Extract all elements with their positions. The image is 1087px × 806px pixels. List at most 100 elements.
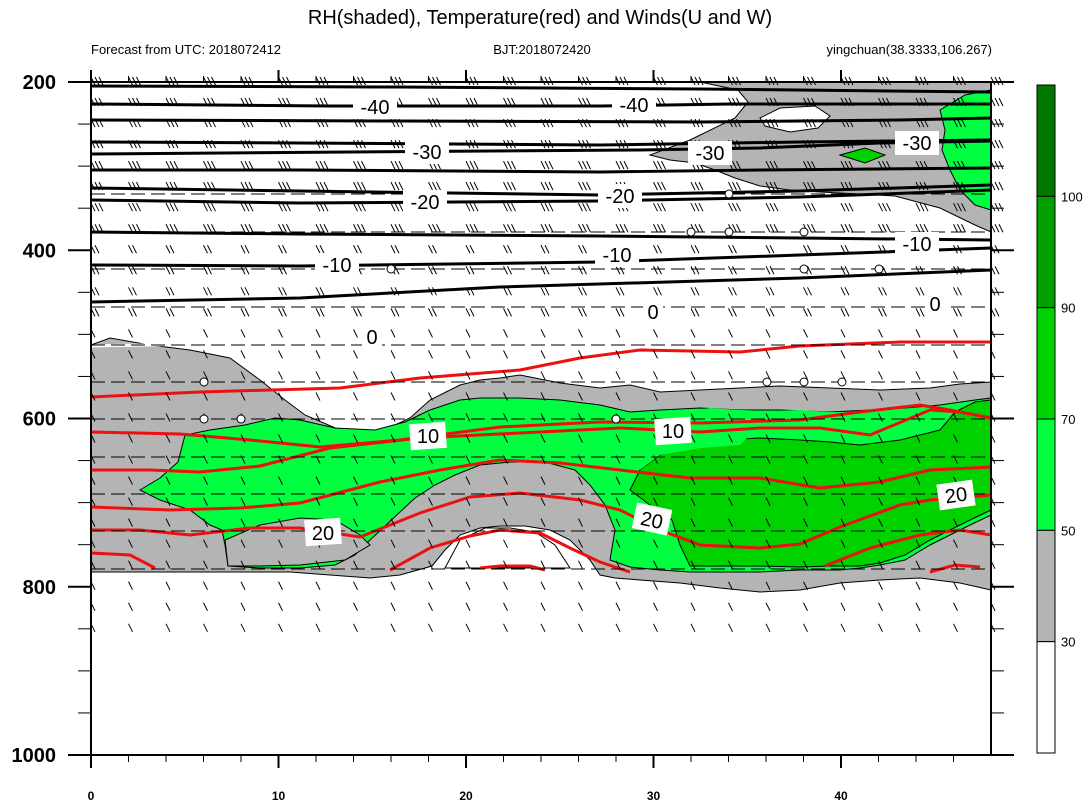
wind-barb	[878, 539, 883, 548]
wind-barb	[428, 560, 433, 569]
wind-barb	[961, 118, 966, 128]
wind-barb	[690, 308, 696, 317]
wind-barb	[878, 329, 883, 338]
wind-barb	[765, 413, 771, 422]
wind-barb	[203, 539, 208, 548]
wind-barb	[886, 202, 891, 212]
wind-barb	[173, 160, 179, 170]
wind-barb	[540, 223, 546, 233]
wind-barb	[465, 434, 471, 443]
wind-barb	[544, 308, 550, 317]
wind-barb	[398, 139, 404, 149]
wind-barb	[690, 476, 696, 485]
pressure-reference-lines	[91, 193, 991, 570]
wind-barb	[203, 245, 208, 254]
wind-barb	[915, 413, 921, 422]
wind-barb	[615, 350, 621, 359]
wind-barb	[953, 560, 958, 569]
wind-barb	[623, 223, 629, 233]
wind-barb	[473, 97, 479, 107]
wind-barb	[428, 539, 433, 548]
wind-barb	[207, 308, 212, 317]
wind-barb	[240, 181, 246, 191]
wind-barb	[503, 202, 508, 212]
wind-barb	[98, 118, 104, 128]
wind-barb	[357, 202, 362, 212]
wind-barb	[653, 560, 658, 569]
wind-barb	[953, 518, 958, 527]
wind-barb	[769, 97, 775, 107]
wind-barb	[169, 97, 175, 107]
wind-barb	[465, 329, 471, 338]
wind-barb	[953, 434, 958, 443]
wind-barb	[953, 329, 958, 338]
wind-barb	[882, 160, 887, 170]
wind-barb	[915, 539, 921, 548]
wind-barb	[769, 160, 775, 170]
wind-barb	[765, 497, 771, 506]
wind-barb	[511, 139, 516, 149]
wind-barb	[244, 139, 250, 149]
wind-barb	[503, 266, 508, 275]
wind-barb	[540, 623, 546, 633]
wind-barb	[98, 181, 104, 191]
wind-barb	[390, 539, 396, 548]
wind-barb	[840, 245, 846, 254]
wind-barb	[390, 581, 396, 590]
wind-barb	[282, 97, 287, 107]
wind-barb	[578, 181, 583, 191]
wind-barb	[540, 539, 546, 548]
wind-barb	[619, 223, 625, 233]
wind-barb	[319, 202, 325, 212]
wind-barb	[165, 329, 171, 338]
wind-barb	[728, 602, 733, 612]
wind-barb	[240, 581, 246, 590]
wind-barb	[428, 350, 433, 359]
wind-barb	[128, 455, 133, 464]
wind-barb	[732, 223, 737, 233]
wind-barb	[203, 518, 208, 527]
wind-barb	[953, 392, 958, 401]
wind-barb	[278, 455, 283, 464]
wind-barb	[315, 434, 321, 443]
wind-barb	[503, 560, 508, 569]
wind-barb	[94, 223, 100, 233]
wind-barb	[173, 223, 179, 233]
wind-barb	[961, 223, 966, 233]
wind-barb	[465, 392, 471, 401]
wind-barb	[728, 476, 733, 485]
wind-barb	[840, 581, 846, 590]
wind-barb	[773, 223, 779, 233]
wind-barb	[165, 181, 171, 191]
wind-barb	[94, 308, 100, 317]
wind-barb	[698, 118, 704, 128]
wind-barb	[203, 581, 208, 590]
wind-barb	[544, 139, 550, 149]
wind-barb	[882, 202, 887, 212]
wind-barb	[315, 371, 321, 380]
wind-barb	[923, 181, 929, 191]
wind-barb	[803, 371, 808, 380]
wind-barb	[469, 202, 475, 212]
wind-barb	[465, 266, 471, 275]
wind-barb	[765, 266, 771, 275]
wind-barb	[736, 181, 741, 191]
wind-barb	[507, 118, 512, 128]
wind-barb	[361, 160, 366, 170]
wind-barb	[998, 202, 1004, 212]
wind-barb	[203, 287, 208, 296]
wind-barb	[657, 287, 662, 296]
colorbar-swatch	[1036, 529, 1056, 643]
wind-barbs	[90, 76, 1004, 633]
wind-barb	[428, 371, 433, 380]
wind-barb	[128, 223, 133, 233]
wind-barb	[915, 287, 921, 296]
wind-barb	[394, 118, 400, 128]
wind-barb	[732, 245, 737, 254]
wind-barb	[657, 181, 662, 191]
wind-barb	[736, 139, 741, 149]
wind-barb	[503, 539, 508, 548]
wind-barb	[998, 97, 1004, 107]
wind-barb	[173, 139, 179, 149]
wind-barb	[286, 160, 291, 170]
